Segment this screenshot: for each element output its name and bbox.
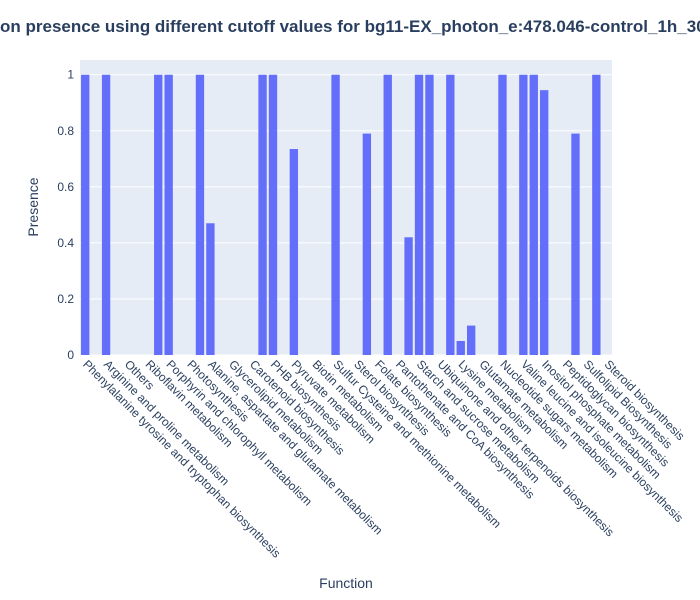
x-axis-title: Function	[319, 575, 373, 591]
y-tick-label: 0.4	[57, 236, 74, 250]
bar	[331, 74, 340, 356]
bar	[101, 74, 111, 356]
bar	[81, 74, 90, 356]
y-tick-label: 0.8	[57, 124, 74, 138]
bar	[467, 325, 476, 355]
bar	[414, 74, 424, 356]
chart-title: on presence using different cutoff value…	[0, 17, 700, 36]
bar	[425, 74, 434, 356]
bar	[498, 74, 507, 356]
y-tick-label: 1	[67, 68, 74, 82]
y-axis-title: Presence	[25, 177, 41, 236]
y-tick-label: 0	[67, 348, 74, 362]
bar	[154, 74, 163, 356]
y-tick-label: 0.2	[57, 292, 74, 306]
bar	[404, 237, 413, 355]
bar	[164, 74, 173, 356]
y-tick-label: 0.6	[57, 180, 74, 194]
bar	[529, 74, 538, 356]
bar	[592, 74, 601, 356]
bar	[456, 340, 465, 355]
bar	[540, 90, 549, 355]
bar	[362, 133, 372, 355]
bar	[571, 133, 580, 355]
bar	[258, 74, 267, 356]
bar	[383, 74, 392, 356]
bar	[268, 74, 278, 356]
bar	[206, 223, 215, 355]
bar	[446, 74, 455, 356]
bar	[289, 149, 299, 355]
bar	[195, 74, 205, 356]
bar	[519, 74, 528, 356]
